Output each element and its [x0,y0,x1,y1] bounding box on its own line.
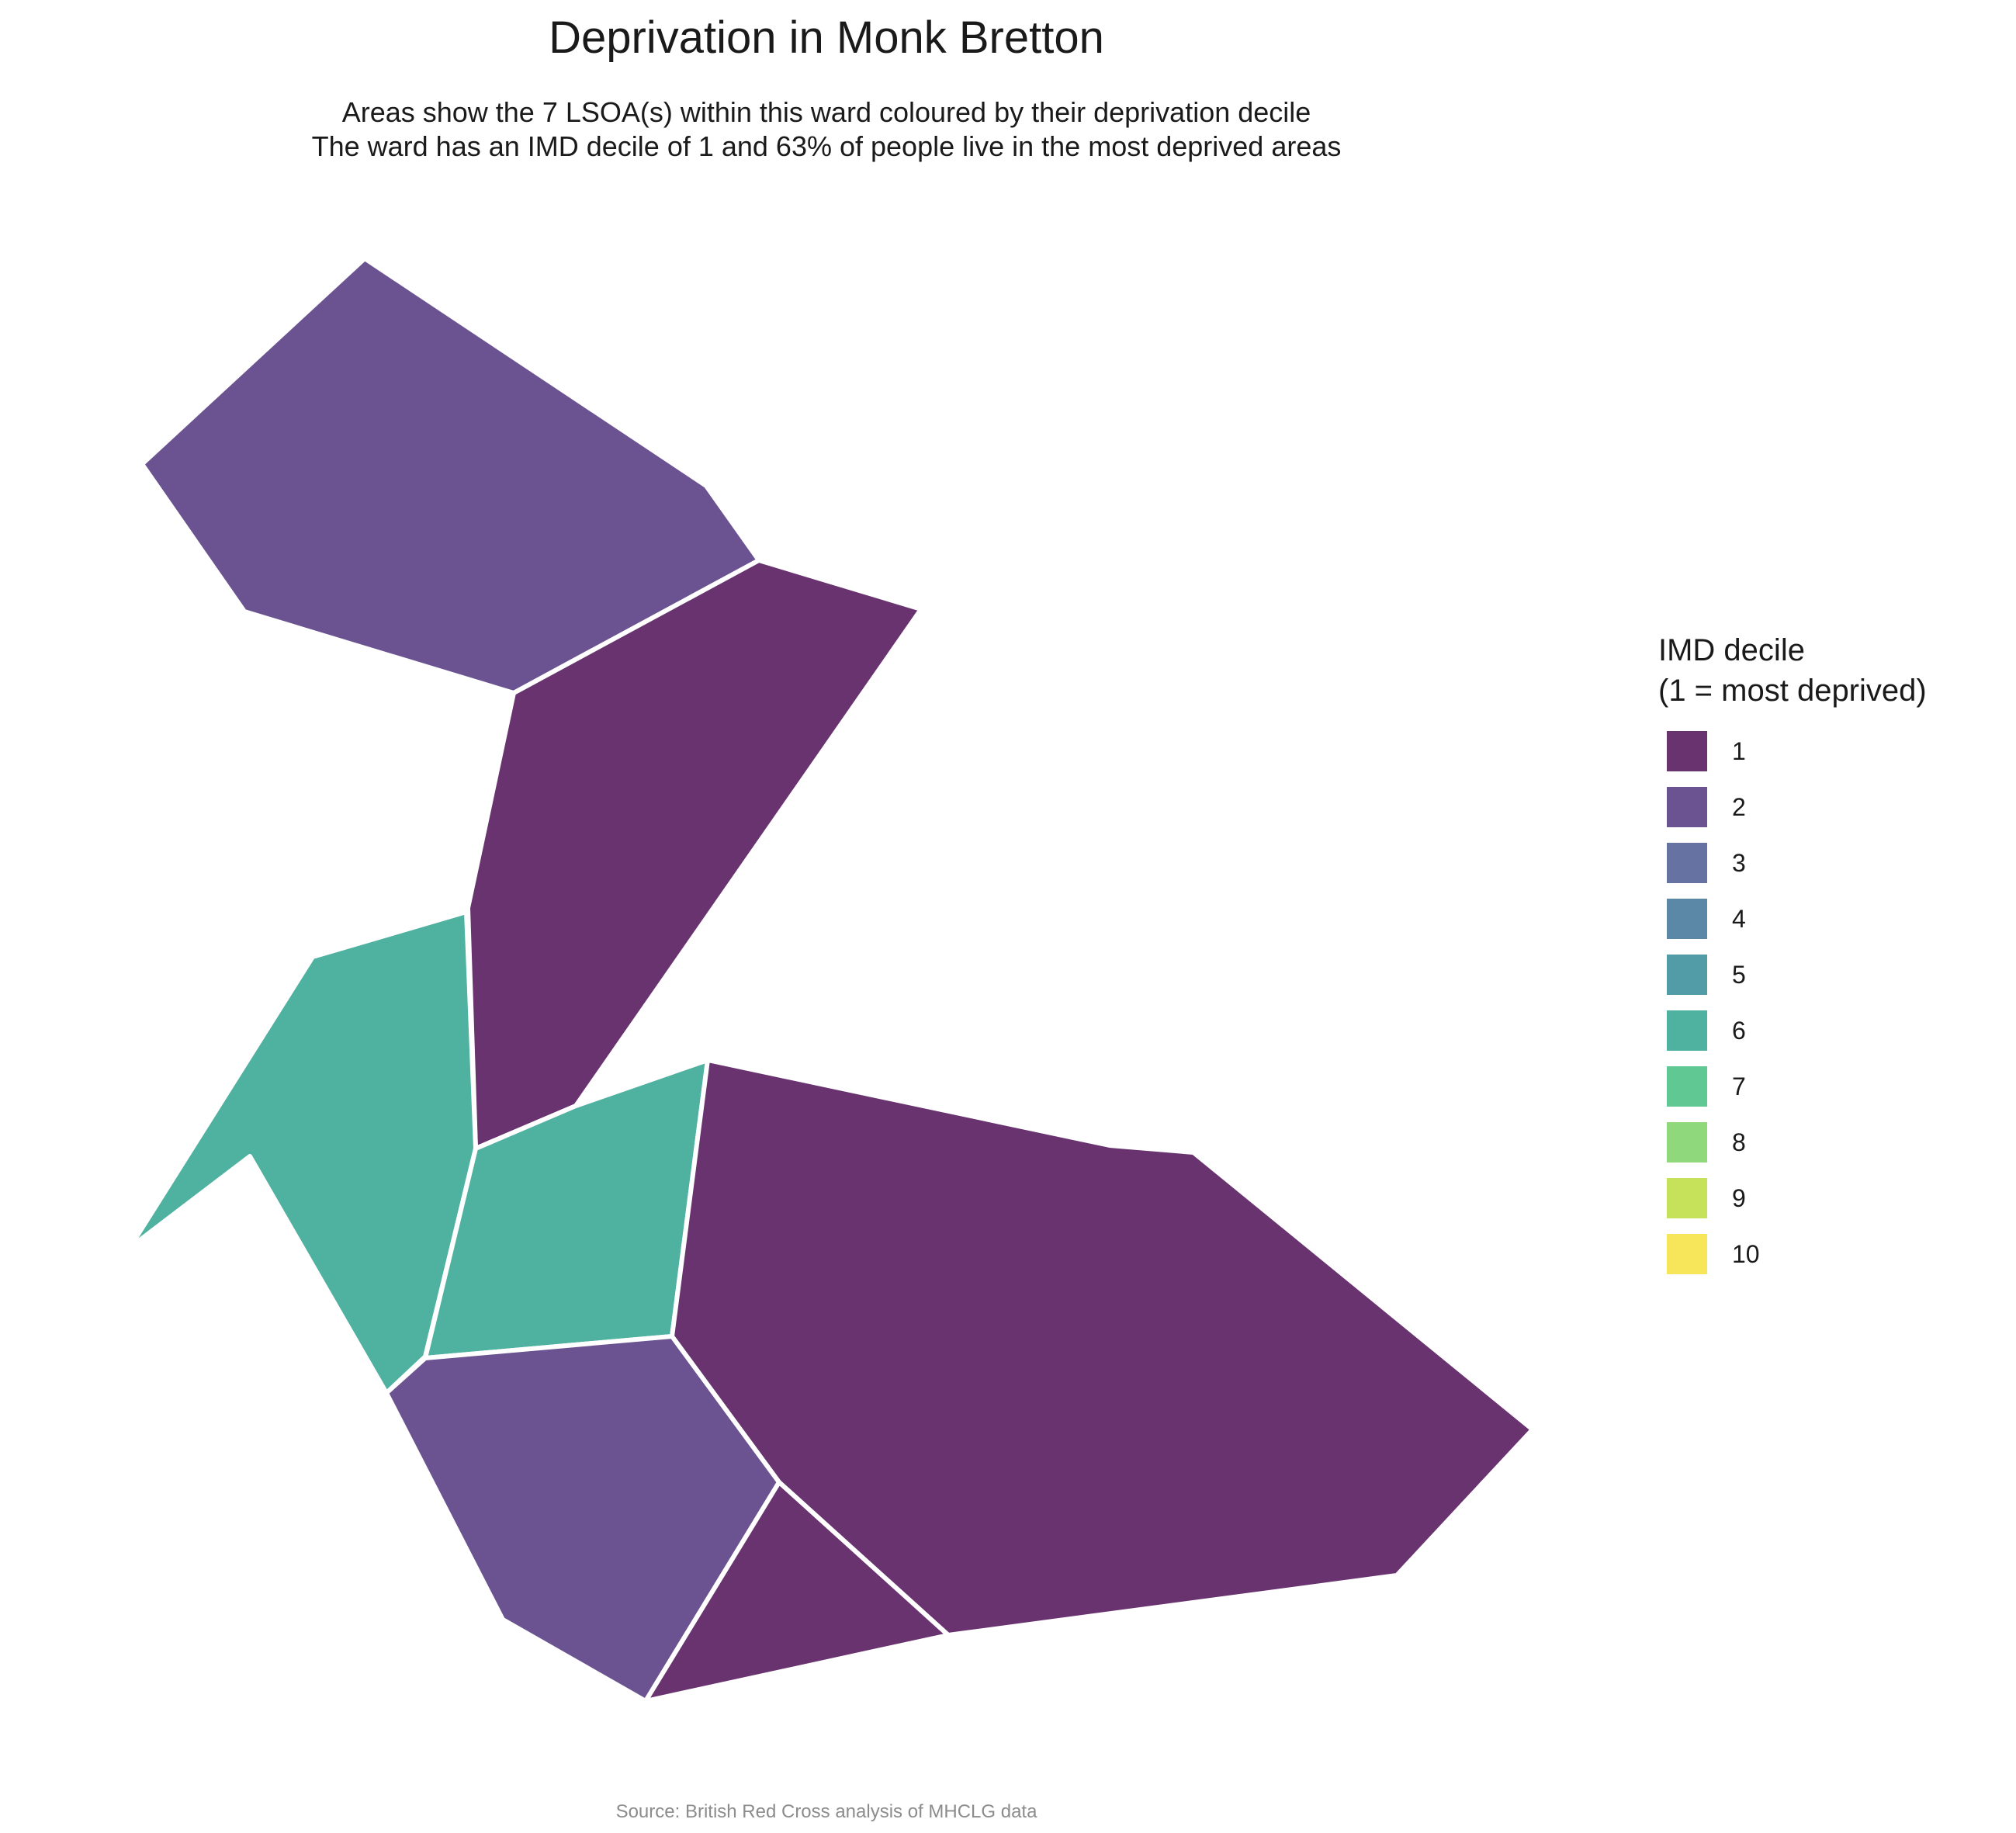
legend-swatch [1667,1122,1707,1163]
legend-item: 10 [1658,1234,1984,1290]
legend-item: 6 [1658,1010,1984,1066]
lsoa-south [643,1480,951,1703]
legend-item: 3 [1658,843,1984,899]
source-caption: Source: British Red Cross analysis of MH… [615,1801,1037,1822]
legend-swatch [1667,1066,1707,1107]
legend-label: 2 [1732,793,1746,821]
legend-item: 7 [1658,1066,1984,1122]
legend-label: 5 [1732,961,1746,989]
legend-label: 7 [1732,1072,1746,1100]
legend-item: 9 [1658,1178,1984,1234]
legend-title-line-2: (1 = most deprived) [1658,674,1927,708]
legend-label: 1 [1732,737,1746,765]
legend-label: 9 [1732,1184,1746,1212]
legend-swatch [1667,899,1707,939]
legend-item: 2 [1658,787,1984,843]
legend-swatch [1667,731,1707,771]
legend-swatch [1667,1178,1707,1218]
legend-swatch [1667,787,1707,827]
legend-swatch [1667,1234,1707,1274]
legend-swatch [1667,1010,1707,1051]
legend-item: 5 [1658,955,1984,1010]
legend-label: 10 [1732,1240,1760,1268]
legend-label: 8 [1732,1128,1746,1156]
legend-swatch [1667,955,1707,995]
legend-item: 1 [1658,731,1984,787]
legend-items: 1 2 3 4 5 6 7 8 [1658,731,1984,1290]
chart-title: Deprivation in Monk Bretton [549,12,1104,63]
legend-swatch [1667,843,1707,883]
legend-label: 6 [1732,1017,1746,1045]
legend-item: 4 [1658,899,1984,955]
legend-label: 3 [1732,849,1746,877]
legend-item: 8 [1658,1122,1984,1178]
ward-map [127,258,1533,1703]
subtitle-line-1: Areas show the 7 LSOA(s) within this war… [341,96,1311,128]
legend-title: IMD decile (1 = most deprived) [1658,630,1984,711]
legend: IMD decile (1 = most deprived) 1 2 3 4 5… [1658,630,1984,1290]
lsoa-west [127,910,478,1395]
legend-title-line-1: IMD decile [1658,633,1805,667]
legend-label: 4 [1732,905,1746,933]
subtitle-line-2: The ward has an IMD decile of 1 and 63% … [311,130,1342,162]
